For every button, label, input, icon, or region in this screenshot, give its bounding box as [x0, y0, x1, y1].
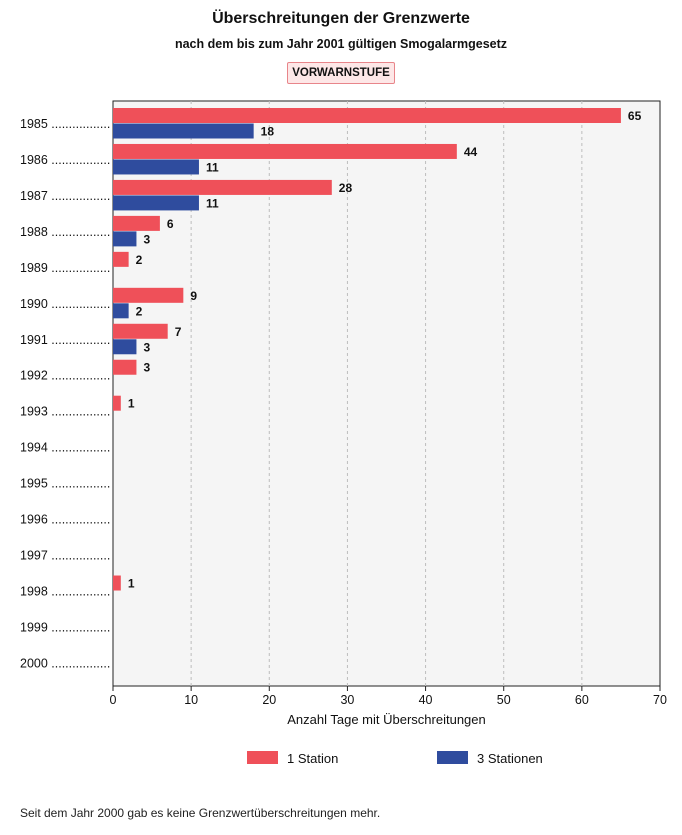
plot-area [112, 100, 661, 687]
x-axis-label: Anzahl Tage mit Überschreitungen [287, 712, 486, 727]
y-tick-label: 1994 ................. [20, 441, 110, 455]
legend-swatch [437, 751, 468, 764]
y-tick-label: 2000 ................. [20, 656, 110, 670]
badge-wrap: VORWARNSTUFE [0, 62, 682, 84]
bar-1986-series2 [113, 159, 199, 175]
bar-1990-series1 [113, 287, 184, 303]
bar-1991-series1 [113, 323, 168, 339]
y-tick-label: 1986 ................. [20, 153, 110, 167]
data-label: 2 [136, 304, 143, 318]
data-label: 1 [128, 577, 135, 591]
bar-1986-series1 [113, 143, 457, 159]
x-tick-label: 20 [262, 693, 276, 707]
data-label: 44 [464, 145, 478, 159]
bar-1990-series2 [113, 303, 129, 319]
x-tick-label: 50 [497, 693, 511, 707]
bar-1992-series1 [113, 359, 137, 375]
y-tick-label: 1993 ................. [20, 405, 110, 419]
y-tick-label: 1996 ................. [20, 513, 110, 527]
x-tick-label: 10 [184, 693, 198, 707]
data-label: 28 [339, 181, 353, 195]
y-tick-label: 1990 ................. [20, 297, 110, 311]
data-label: 11 [206, 160, 219, 174]
x-tick-label: 0 [110, 693, 117, 707]
y-tick-label: 1995 ................. [20, 477, 110, 491]
x-tick-label: 70 [653, 693, 667, 707]
data-label: 2 [136, 253, 143, 267]
y-tick-label: 1997 ................. [20, 549, 110, 563]
bar-1985-series1 [113, 108, 621, 123]
data-label: 3 [143, 361, 150, 375]
y-tick-label: 1985 ................. [20, 117, 110, 131]
level-badge: VORWARNSTUFE [287, 62, 395, 84]
y-tick-label: 1999 ................. [20, 620, 110, 634]
chart-subtitle: nach dem bis zum Jahr 2001 gültigen Smog… [174, 37, 508, 51]
data-label: 1 [128, 397, 135, 411]
bar-1991-series2 [113, 339, 137, 355]
bar-1998-series1 [113, 575, 121, 591]
x-tick-label: 60 [575, 693, 589, 707]
data-label: 65 [628, 109, 642, 123]
chart-title: Überschreitungen der Grenzwerte [212, 10, 470, 27]
y-tick-label: 1988 ................. [20, 225, 110, 239]
data-label: 7 [175, 325, 182, 339]
bar-1993-series1 [113, 395, 121, 411]
data-label: 6 [167, 217, 174, 231]
data-label: 11 [206, 196, 219, 210]
x-tick-label: 40 [419, 693, 433, 707]
y-tick-label: 1991 ................. [20, 333, 110, 347]
y-tick-label: 1992 ................. [20, 369, 110, 383]
footnote: Seit dem Jahr 2000 gab es keine Grenzwer… [20, 806, 381, 820]
legend-label: 1 Station [287, 751, 338, 766]
bar-1987-series1 [113, 179, 332, 195]
y-tick-label: 1998 ................. [20, 585, 110, 599]
bar-1988-series1 [113, 215, 160, 231]
bar-1985-series2 [113, 123, 254, 139]
legend-label: 3 Stationen [477, 751, 543, 766]
legend-swatch [247, 751, 278, 764]
data-label: 3 [143, 340, 150, 354]
bar-1988-series2 [113, 231, 137, 247]
y-tick-label: 1989 ................. [20, 261, 110, 275]
bar-1989-series1 [113, 251, 129, 267]
x-tick-label: 30 [340, 693, 354, 707]
data-label: 18 [261, 125, 275, 139]
data-label: 9 [190, 289, 197, 303]
data-label: 3 [143, 232, 150, 246]
y-tick-label: 1987 ................. [20, 189, 110, 203]
bar-1987-series2 [113, 195, 199, 211]
